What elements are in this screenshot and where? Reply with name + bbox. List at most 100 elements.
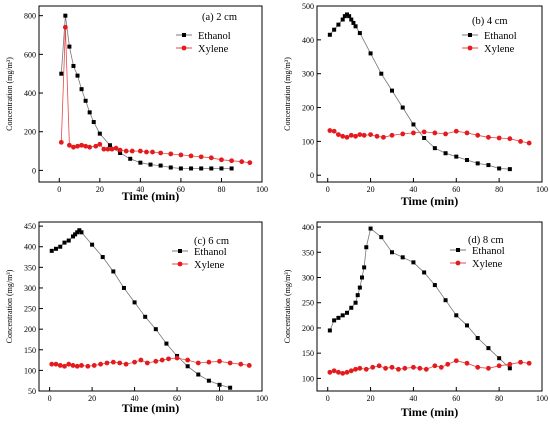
- data-point-xylene: [331, 128, 337, 134]
- data-point-ethanol: [79, 230, 84, 235]
- data-point-ethanol: [355, 293, 360, 298]
- y-axis-title: Concentration (mg/m³): [283, 57, 292, 131]
- y-tick-label: 300: [302, 70, 314, 79]
- y-tick-label: 200: [302, 324, 314, 333]
- data-point-xylene: [144, 360, 150, 366]
- data-point-xylene: [227, 360, 233, 366]
- data-point-xylene: [49, 361, 55, 367]
- data-point-xylene: [496, 135, 502, 141]
- panel-label: (a) 2 cm: [202, 12, 237, 23]
- data-point-xylene: [507, 361, 513, 367]
- legend-marker: [182, 33, 186, 37]
- data-point-xylene: [178, 152, 184, 158]
- data-point-xylene: [327, 369, 333, 375]
- data-point-ethanol: [206, 378, 211, 383]
- data-point-ethanol: [75, 73, 80, 78]
- data-point-ethanol: [332, 318, 337, 323]
- data-point-ethanol: [347, 14, 352, 19]
- x-tick-label: 40: [409, 185, 417, 194]
- data-point-ethanol: [364, 245, 369, 250]
- data-point-ethanol: [443, 151, 448, 156]
- x-tick-label: 0: [326, 185, 330, 194]
- y-tick-label: 300: [302, 273, 314, 282]
- x-tick-label: 60: [452, 185, 460, 194]
- data-point-ethanol: [111, 269, 116, 274]
- y-tick-label: 200: [24, 325, 36, 334]
- legend-label: Ethanol: [198, 31, 231, 42]
- data-point-xylene: [331, 368, 337, 374]
- data-point-xylene: [374, 133, 380, 139]
- data-point-xylene: [93, 143, 99, 149]
- data-point-xylene: [357, 365, 363, 371]
- data-point-xylene: [104, 360, 110, 366]
- data-point-xylene: [453, 128, 459, 134]
- data-point-xylene: [507, 136, 513, 142]
- data-point-ethanol: [507, 366, 512, 371]
- data-point-xylene: [353, 133, 358, 139]
- x-tick-label: 40: [131, 394, 139, 403]
- legend-label: Xylene: [194, 260, 225, 271]
- data-point-xylene: [357, 132, 363, 138]
- data-point-ethanol: [327, 32, 332, 37]
- data-point-ethanol: [132, 300, 137, 305]
- data-point-xylene: [168, 151, 174, 157]
- y-tick-label: 400: [24, 243, 36, 252]
- data-point-ethanol: [432, 146, 437, 151]
- plot-frame: [316, 221, 543, 392]
- chart-panel-4: 0 20 40 60 80 100 100 150 200 250 300 350 400 Time (m…: [283, 221, 548, 419]
- data-point-xylene: [62, 24, 68, 30]
- data-point-ethanol: [465, 158, 469, 162]
- data-point-xylene: [109, 146, 115, 152]
- data-point-ethanol: [332, 27, 337, 32]
- plot-frame: [38, 221, 263, 392]
- data-point-xylene: [247, 160, 253, 166]
- y-tick-label: 600: [24, 50, 36, 59]
- data-point-xylene: [153, 358, 159, 364]
- data-point-ethanol: [128, 156, 133, 161]
- data-point-ethanol: [336, 315, 341, 320]
- data-point-xylene: [464, 130, 470, 136]
- data-point-xylene: [518, 138, 523, 144]
- data-point-ethanol: [411, 122, 416, 127]
- data-point-ethanol: [138, 160, 143, 165]
- y-tick-label: 300: [24, 284, 36, 293]
- data-point-xylene: [219, 157, 224, 163]
- data-point-xylene: [132, 359, 137, 365]
- data-point-xylene: [58, 139, 64, 145]
- data-point-ethanol: [345, 12, 349, 17]
- x-tick-label: 0: [326, 394, 330, 403]
- data-point-xylene: [97, 141, 103, 147]
- data-point-xylene: [381, 134, 386, 140]
- x-axis-title: Time (min): [401, 194, 458, 208]
- x-tick-label: 20: [96, 185, 104, 194]
- y-axis-title: Concentration (mg/m³): [5, 269, 14, 343]
- data-point-xylene: [150, 149, 155, 155]
- legend-label: Ethanol: [472, 246, 505, 257]
- data-point-xylene: [526, 140, 532, 146]
- data-point-ethanol: [53, 246, 58, 251]
- data-point-xylene: [229, 158, 234, 164]
- data-point-ethanol: [340, 17, 345, 22]
- data-point-xylene: [344, 369, 350, 375]
- data-point-ethanol: [454, 154, 459, 159]
- data-point-ethanol: [390, 88, 394, 93]
- data-point-xylene: [438, 364, 444, 370]
- data-point-ethanol: [70, 234, 75, 239]
- x-tick-label: 60: [452, 394, 460, 403]
- data-point-ethanol: [49, 248, 54, 253]
- legend-label: Xylene: [484, 44, 515, 55]
- data-point-xylene: [344, 134, 350, 140]
- data-point-xylene: [368, 132, 373, 138]
- x-tick-label: 100: [256, 185, 268, 194]
- data-point-ethanol: [75, 230, 80, 235]
- data-point-xylene: [400, 131, 406, 137]
- data-point-ethanol: [351, 20, 356, 25]
- x-tick-label: 20: [367, 394, 375, 403]
- x-axis-title: Time (min): [122, 189, 179, 203]
- data-point-ethanol: [507, 167, 512, 172]
- data-point-xylene: [83, 143, 89, 149]
- data-point-ethanol: [327, 328, 332, 333]
- x-axis-title: Time (min): [122, 401, 179, 415]
- y-tick-label: 50: [28, 387, 36, 396]
- data-point-xylene: [475, 364, 481, 370]
